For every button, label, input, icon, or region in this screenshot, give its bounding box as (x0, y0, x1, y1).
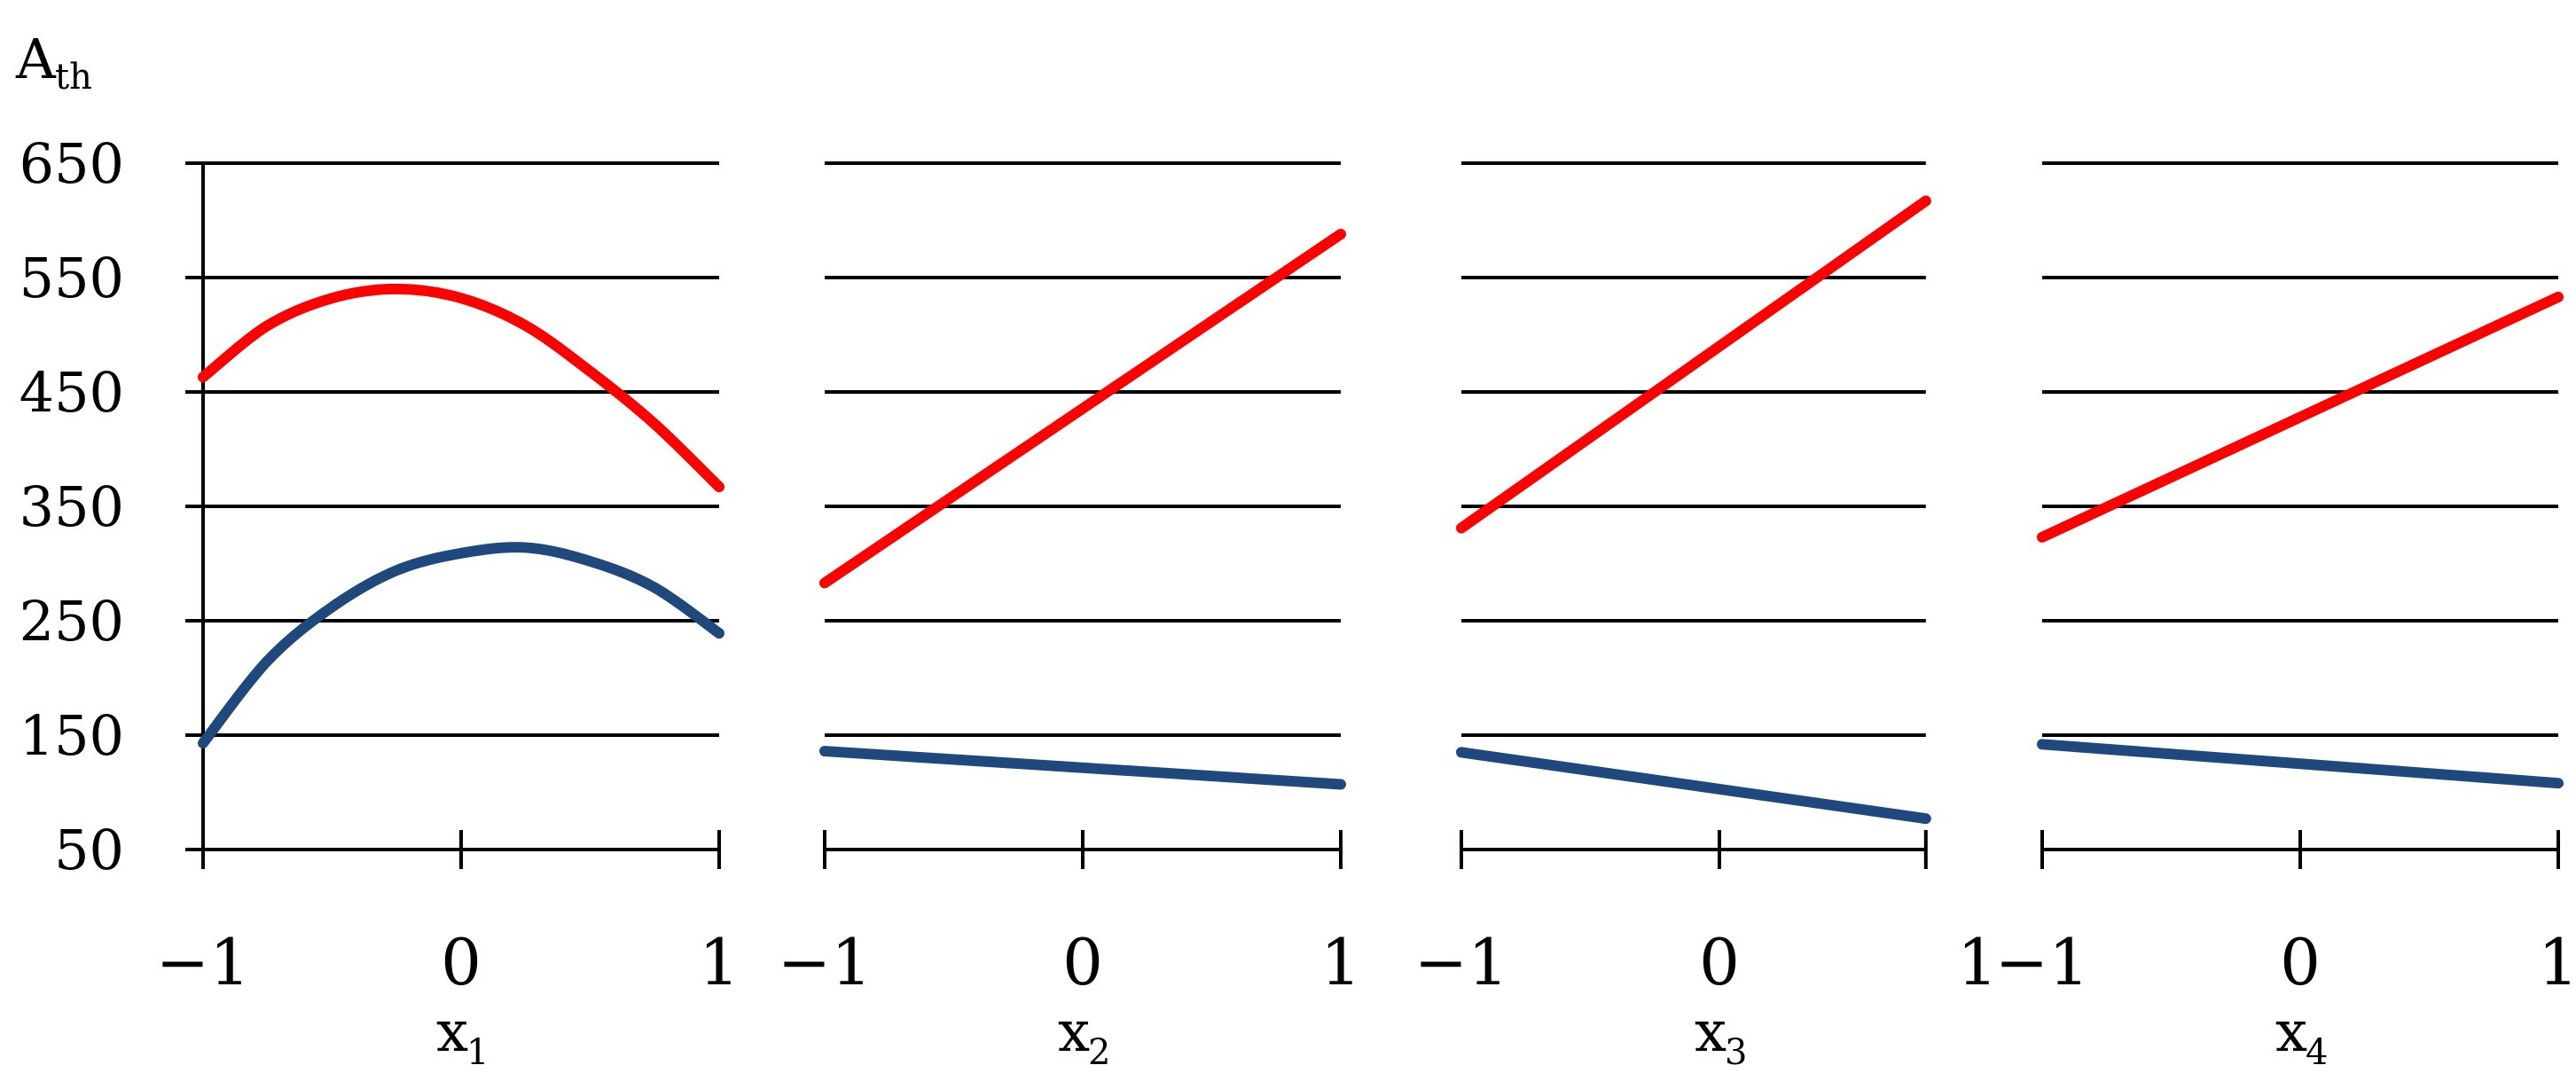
panel-2: −1 0 1 x2 (778, 161, 1361, 1073)
x-axis-label-sub: 3 (1725, 1032, 1747, 1073)
x-tick-label: 0 (1699, 925, 1740, 999)
x-tick-label: 0 (1062, 925, 1103, 999)
y-tick-label: 650 (20, 131, 124, 196)
series-line-red (2037, 291, 2564, 543)
x-tick-label: 1 (2538, 925, 2576, 999)
series-line-red (1456, 195, 1931, 534)
x-axis-label-sub: 2 (1088, 1032, 1110, 1073)
series-line-blue (819, 746, 1346, 790)
y-tick-label: 250 (20, 589, 124, 654)
x-tick-label: −1 (1995, 925, 2089, 999)
x-tick-label: −1 (156, 925, 250, 999)
series-line-blue (2037, 739, 2564, 789)
panel-4: −1 0 1 x4 (1995, 161, 2576, 1073)
y-tick-label: 450 (20, 360, 124, 425)
panels: −1 0 1x1−1 0 1x2−1 0 1x3−1 0 1x4 (156, 161, 2576, 1073)
y-tick-label: 550 (20, 246, 124, 310)
y-axis-label-sub: th (55, 57, 92, 98)
y-axis-label: A th (15, 27, 92, 98)
y-tick-label: 50 (54, 818, 124, 882)
x-axis-label: x (436, 999, 468, 1065)
series-line-red (198, 283, 724, 493)
x-axis-label-sub: 4 (2306, 1032, 2328, 1073)
x-tick-label: −1 (1414, 925, 1508, 999)
x-tick-label: 0 (2280, 925, 2321, 999)
x-axis-label-sub: 1 (466, 1032, 489, 1073)
x-tick-label: 0 (441, 925, 482, 999)
series-line-blue (1456, 747, 1931, 825)
x-axis-label: x (1058, 999, 1090, 1065)
panel-3: −1 0 1 x3 (1414, 161, 1998, 1073)
x-tick-label: 1 (1957, 925, 1998, 999)
x-tick-label: 1 (1320, 925, 1361, 999)
y-tick-label: 150 (20, 703, 124, 768)
y-axis-label-main: A (15, 27, 57, 91)
x-axis-label: x (2275, 999, 2307, 1065)
panel-1: −1 0 1x1 (156, 161, 740, 1073)
y-tick-label: 350 (20, 474, 124, 539)
y-axis-ticks: 650 550 450 350 250 150 50 (20, 131, 124, 882)
x-axis-label: x (1695, 999, 1726, 1065)
x-tick-label: 1 (699, 925, 740, 999)
x-tick-label: −1 (778, 925, 872, 999)
series-line-red (819, 228, 1346, 589)
series-line-blue (198, 542, 724, 749)
